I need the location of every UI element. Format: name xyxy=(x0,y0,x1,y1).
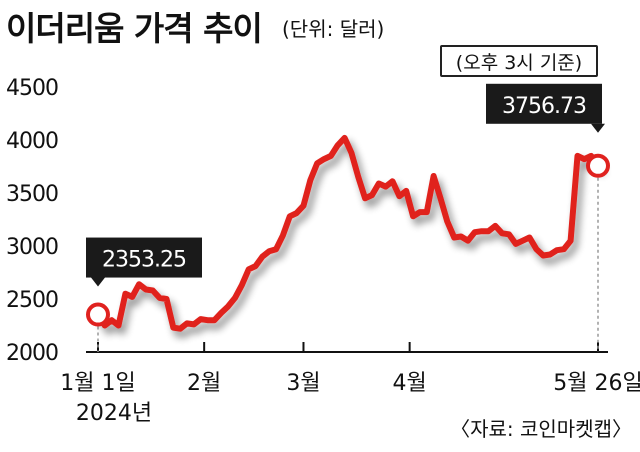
x-tick-label: 5월 26일 xyxy=(553,371,640,396)
annotation-pointer xyxy=(91,277,105,287)
annotation-label: 2353.25 xyxy=(102,248,186,273)
x-tick-label: 3월 xyxy=(286,371,320,396)
x-tick-label: 1월 1일 xyxy=(60,371,135,396)
y-tick-label: 3000 xyxy=(6,235,58,260)
x-tick-label: 2월 xyxy=(187,371,221,396)
x-tick-sublabel: 2024년 xyxy=(76,401,152,426)
annotation-marker xyxy=(86,302,110,327)
annotation-label: 3756.73 xyxy=(502,94,586,119)
annotation-box xyxy=(486,83,602,124)
time-basis-note: (오후 3시 기준) xyxy=(440,45,598,77)
y-tick-label: 4500 xyxy=(6,76,58,101)
annotation-box xyxy=(86,237,202,278)
y-tick-label: 2500 xyxy=(6,288,58,313)
y-tick-label: 3500 xyxy=(6,182,58,207)
x-tick-label: 4월 xyxy=(393,371,427,396)
unit-label: (단위: 달러) xyxy=(282,17,385,41)
chart-title: 이더리움 가격 추이 xyxy=(6,9,263,48)
annotation-marker xyxy=(586,153,610,178)
price-line xyxy=(95,134,601,332)
y-tick-label: 2000 xyxy=(6,341,58,366)
y-tick-label: 4000 xyxy=(6,129,58,154)
annotation-pointer xyxy=(591,123,605,133)
source-note: 〈자료: 코인마켓캡〉 xyxy=(450,417,632,441)
